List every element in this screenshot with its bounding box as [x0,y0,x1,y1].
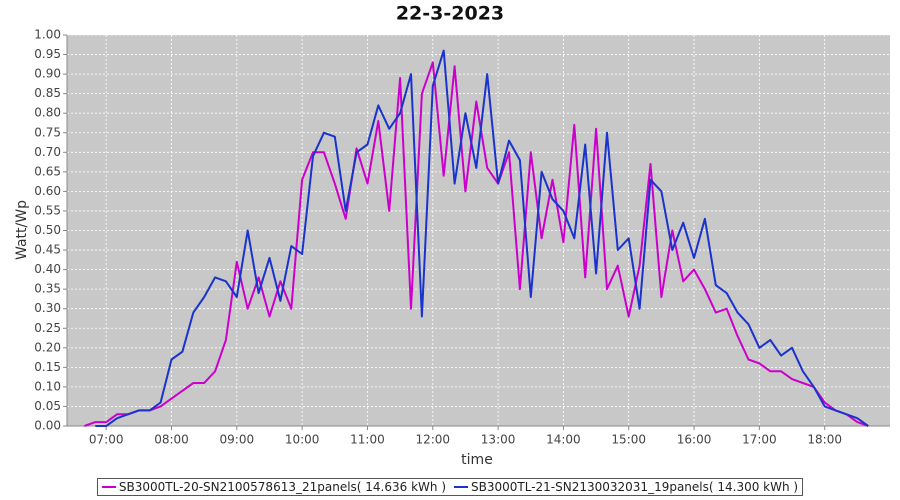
y-tick-label: 0.35 [34,282,61,296]
y-tick-label: 0.90 [34,67,61,81]
x-tick-label: 08:00 [154,433,189,447]
y-tick-label: 0.25 [34,321,61,335]
x-axis-label: time [461,452,493,468]
x-tick-label: 10:00 [285,433,320,447]
y-tick-label: 0.20 [34,340,61,354]
y-tick-label: 0.70 [34,145,61,159]
x-tick-label: 13:00 [481,433,516,447]
y-tick-label: 0.00 [34,419,61,433]
legend-item: SB3000TL-20-SN2100578613_21panels( 14.63… [101,480,446,494]
legend-item: SB3000TL-21-SN2130032031_19panels( 14.30… [454,480,798,494]
y-tick-label: 0.65 [34,164,61,178]
y-tick-label: 0.30 [34,301,61,315]
x-tick-label: 15:00 [611,433,646,447]
x-tick-label: 16:00 [677,433,712,447]
y-tick-label: 0.10 [34,379,61,393]
series-line [95,49,869,427]
chart: 22-3-2023 time Watt/Wp 0.00 0.05 0.10 0.15 0… [14,3,890,468]
chart-title: 22-3-2023 [396,3,504,25]
legend-swatch [454,486,468,488]
x-tick-label: 07:00 [89,433,124,447]
y-tick-label: 0.05 [34,399,61,413]
y-tick-label: 1.00 [34,28,61,42]
x-tick-label: 14:00 [546,433,581,447]
legend-box: SB3000TL-20-SN2100578613_21panels( 14.63… [96,478,804,496]
legend: SB3000TL-20-SN2100578613_21panels( 14.63… [0,478,900,496]
legend-label: SB3000TL-21-SN2130032031_19panels( 14.30… [471,480,799,494]
y-tick-label: 0.55 [34,203,61,217]
series-line [84,61,869,427]
x-tick-label: 17:00 [742,433,777,447]
y-tick-label: 0.15 [34,360,61,374]
x-tick-label: 11:00 [350,433,385,447]
legend-label: SB3000TL-20-SN2100578613_21panels( 14.63… [118,480,446,494]
y-tick-label: 0.85 [34,86,61,100]
y-tick-label: 0.95 [34,47,61,61]
y-tick-label: 0.45 [34,243,61,257]
y-tick-label: 0.60 [34,184,61,198]
y-tick-label: 0.50 [34,223,61,237]
y-tick-label: 0.75 [34,125,61,139]
x-tick-label: 09:00 [220,433,255,447]
y-tick-label: 0.40 [34,262,61,276]
y-axis-label: Watt/Wp [14,200,30,260]
x-tick-label: 12:00 [415,433,450,447]
legend-swatch [101,486,116,488]
x-tick-label: 18:00 [807,433,842,447]
y-tick-label: 0.80 [34,106,61,120]
